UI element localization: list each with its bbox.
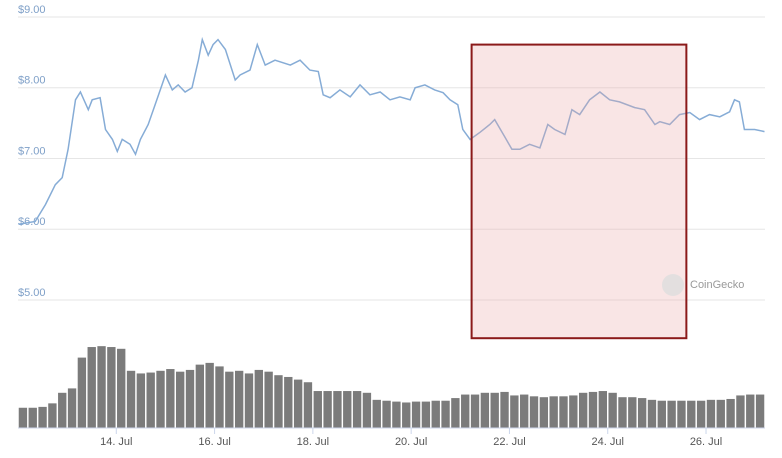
volume-bar xyxy=(293,379,303,428)
volume-bar xyxy=(470,394,480,428)
volume-bar xyxy=(490,392,499,428)
watermark-logo xyxy=(662,274,684,296)
volume-bar xyxy=(146,372,155,428)
volume-bar xyxy=(107,347,116,428)
volume-bar xyxy=(421,401,431,428)
volume-bar xyxy=(500,391,509,428)
volume-bar xyxy=(185,369,195,428)
x-tick-label: 22. Jul xyxy=(493,436,525,448)
volume-bar xyxy=(539,397,549,428)
volume-bar xyxy=(667,400,676,428)
volume-bar xyxy=(303,382,313,428)
volume-bar xyxy=(244,373,254,428)
volume-bar xyxy=(392,401,401,428)
volume-bar xyxy=(48,403,57,428)
volume-bar xyxy=(18,407,28,428)
volume-bar xyxy=(382,400,391,428)
volume-bar xyxy=(637,398,647,428)
volume-bar xyxy=(225,371,234,428)
volume-bar xyxy=(254,369,263,428)
volume-bar xyxy=(588,391,598,428)
highlight-box xyxy=(470,43,688,340)
volume-bar xyxy=(657,400,666,428)
x-tick-label: 14. Jul xyxy=(100,436,132,448)
volume-bar xyxy=(87,347,96,428)
volume-bar xyxy=(343,391,352,428)
volume-bar xyxy=(67,388,77,428)
volume-bar xyxy=(736,395,745,428)
y-tick-label: $8.00 xyxy=(18,75,46,87)
volume-bar xyxy=(677,400,686,428)
volume-bar xyxy=(411,401,421,428)
x-tick-label: 26. Jul xyxy=(690,436,722,448)
volume-bar xyxy=(77,357,87,428)
volume-bar xyxy=(352,391,362,428)
volume-bar xyxy=(215,366,224,428)
volume-bar xyxy=(628,397,637,428)
volume-bar xyxy=(569,395,578,428)
volume-bar xyxy=(58,392,67,428)
volume-bar xyxy=(529,396,539,428)
volume-bar xyxy=(156,370,165,428)
volume-bar xyxy=(402,402,411,428)
volume-bar xyxy=(549,396,558,428)
volume-bar xyxy=(117,348,126,428)
volume-bar xyxy=(264,371,273,428)
volume-bar xyxy=(97,346,106,428)
volume-bar xyxy=(755,394,765,428)
volume-bar xyxy=(166,369,175,428)
volume-bar xyxy=(28,407,37,428)
volume-bar xyxy=(578,392,588,428)
watermark: CoinGecko xyxy=(690,279,744,291)
volume-bar xyxy=(176,371,185,428)
volume-bar xyxy=(746,394,755,428)
x-tick-label: 18. Jul xyxy=(297,436,329,448)
volume-bar xyxy=(234,370,244,428)
x-tick-label: 20. Jul xyxy=(395,436,427,448)
price-line xyxy=(18,36,765,226)
volume-bar xyxy=(451,398,460,428)
volume-bar xyxy=(126,370,136,428)
volume-bar xyxy=(510,395,519,428)
volume-bar xyxy=(480,392,490,428)
volume-bar xyxy=(441,400,450,428)
volume-bar xyxy=(687,400,696,428)
volume-bar xyxy=(362,392,372,428)
y-tick-label: $7.00 xyxy=(18,145,46,157)
volume-bar xyxy=(38,406,47,428)
volume-bar xyxy=(274,375,283,428)
x-tick-label: 24. Jul xyxy=(592,436,624,448)
volume-bar xyxy=(726,398,735,428)
volume-bar xyxy=(520,394,529,428)
volume-bar xyxy=(313,391,322,428)
volume-bar xyxy=(598,391,607,428)
volume-bar xyxy=(696,400,706,428)
volume-bar xyxy=(323,391,332,428)
volume-bar xyxy=(608,392,617,428)
volume-bar xyxy=(195,364,205,428)
volume-bar xyxy=(372,399,381,428)
volume-bar xyxy=(431,400,440,428)
volume-bar xyxy=(333,391,342,428)
volume-bar xyxy=(706,399,716,428)
volume-bar xyxy=(647,399,657,428)
volume-bar xyxy=(461,394,470,428)
y-tick-label: $9.00 xyxy=(18,4,46,16)
y-tick-label: $5.00 xyxy=(18,287,46,299)
volume-bar xyxy=(284,376,293,428)
volume-bar xyxy=(205,362,214,428)
volume-bar xyxy=(559,396,568,428)
volume-bar xyxy=(136,373,146,428)
x-tick-label: 16. Jul xyxy=(198,436,230,448)
volume-bar xyxy=(618,397,627,428)
volume-bar xyxy=(716,399,725,428)
